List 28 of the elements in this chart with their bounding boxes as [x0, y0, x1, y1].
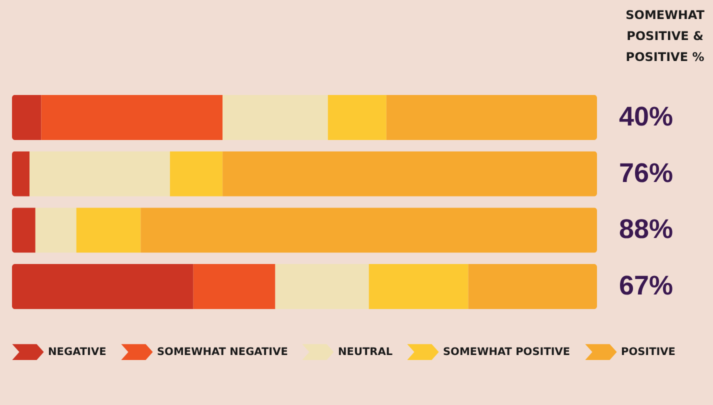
bar: [222, 94, 328, 140]
bar: [170, 151, 223, 196]
text: 67%: [619, 270, 674, 301]
bar: [193, 264, 276, 310]
text: 88%: [619, 214, 674, 244]
legend-label: SOMEWHAT NEGATIVE: [157, 346, 288, 358]
legend-label: POSITIVE: [621, 346, 676, 358]
bar: [12, 94, 42, 140]
bar: [76, 208, 141, 253]
bar: [140, 208, 597, 253]
text: SOMEWHAT POSITIVE & POSITIVE %: [626, 8, 706, 64]
text: 76%: [619, 158, 674, 188]
bar: [12, 208, 36, 253]
bar: [41, 94, 223, 140]
bar: [30, 151, 170, 196]
bar: [222, 151, 597, 196]
text: 40%: [619, 101, 674, 132]
bar: [12, 151, 30, 196]
bar: [12, 264, 194, 310]
bar: [468, 264, 597, 310]
legend-label: NEGATIVE: [48, 346, 106, 358]
legend-label: SOMEWHAT POSITIVE: [443, 346, 570, 358]
bar: [386, 94, 597, 140]
bar: [35, 208, 76, 253]
bar: [368, 264, 468, 310]
bar: [328, 94, 386, 140]
bar: [275, 264, 369, 310]
legend-label: NEUTRAL: [338, 346, 393, 358]
